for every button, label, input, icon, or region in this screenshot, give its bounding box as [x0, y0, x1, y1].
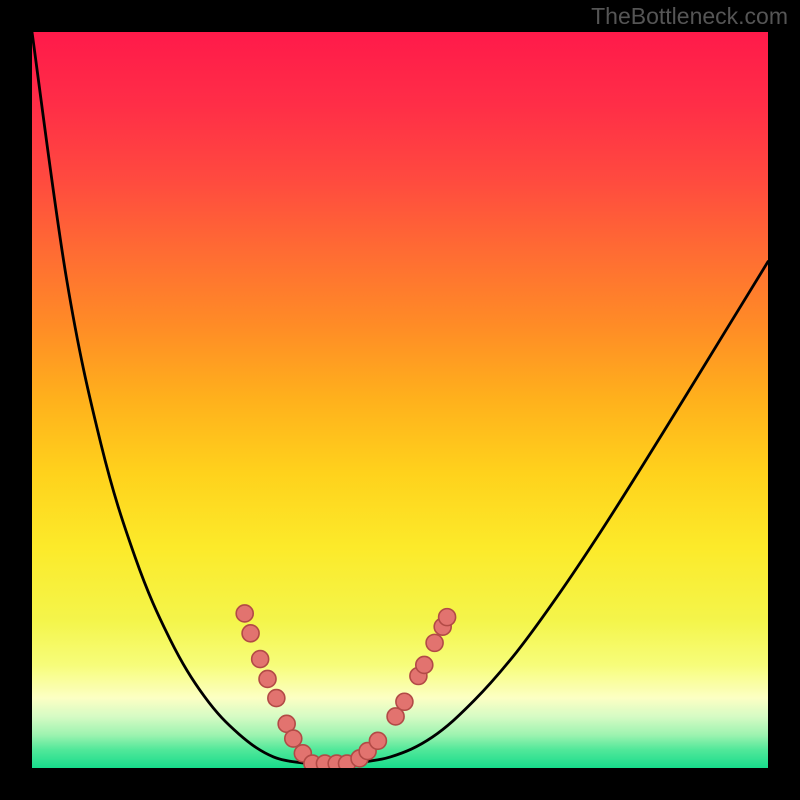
data-marker: [416, 656, 433, 673]
data-marker: [242, 625, 259, 642]
data-marker: [396, 693, 413, 710]
data-marker: [236, 605, 253, 622]
plot-area: [32, 32, 768, 768]
data-marker: [285, 730, 302, 747]
data-marker: [369, 732, 386, 749]
curve-layer: [32, 32, 768, 768]
data-marker: [268, 690, 285, 707]
right-curve: [348, 262, 768, 764]
watermark-text: TheBottleneck.com: [591, 3, 788, 30]
data-marker: [439, 609, 456, 626]
chart-stage: TheBottleneck.com: [0, 0, 800, 800]
data-marker: [252, 651, 269, 668]
data-marker: [426, 634, 443, 651]
data-marker: [259, 670, 276, 687]
